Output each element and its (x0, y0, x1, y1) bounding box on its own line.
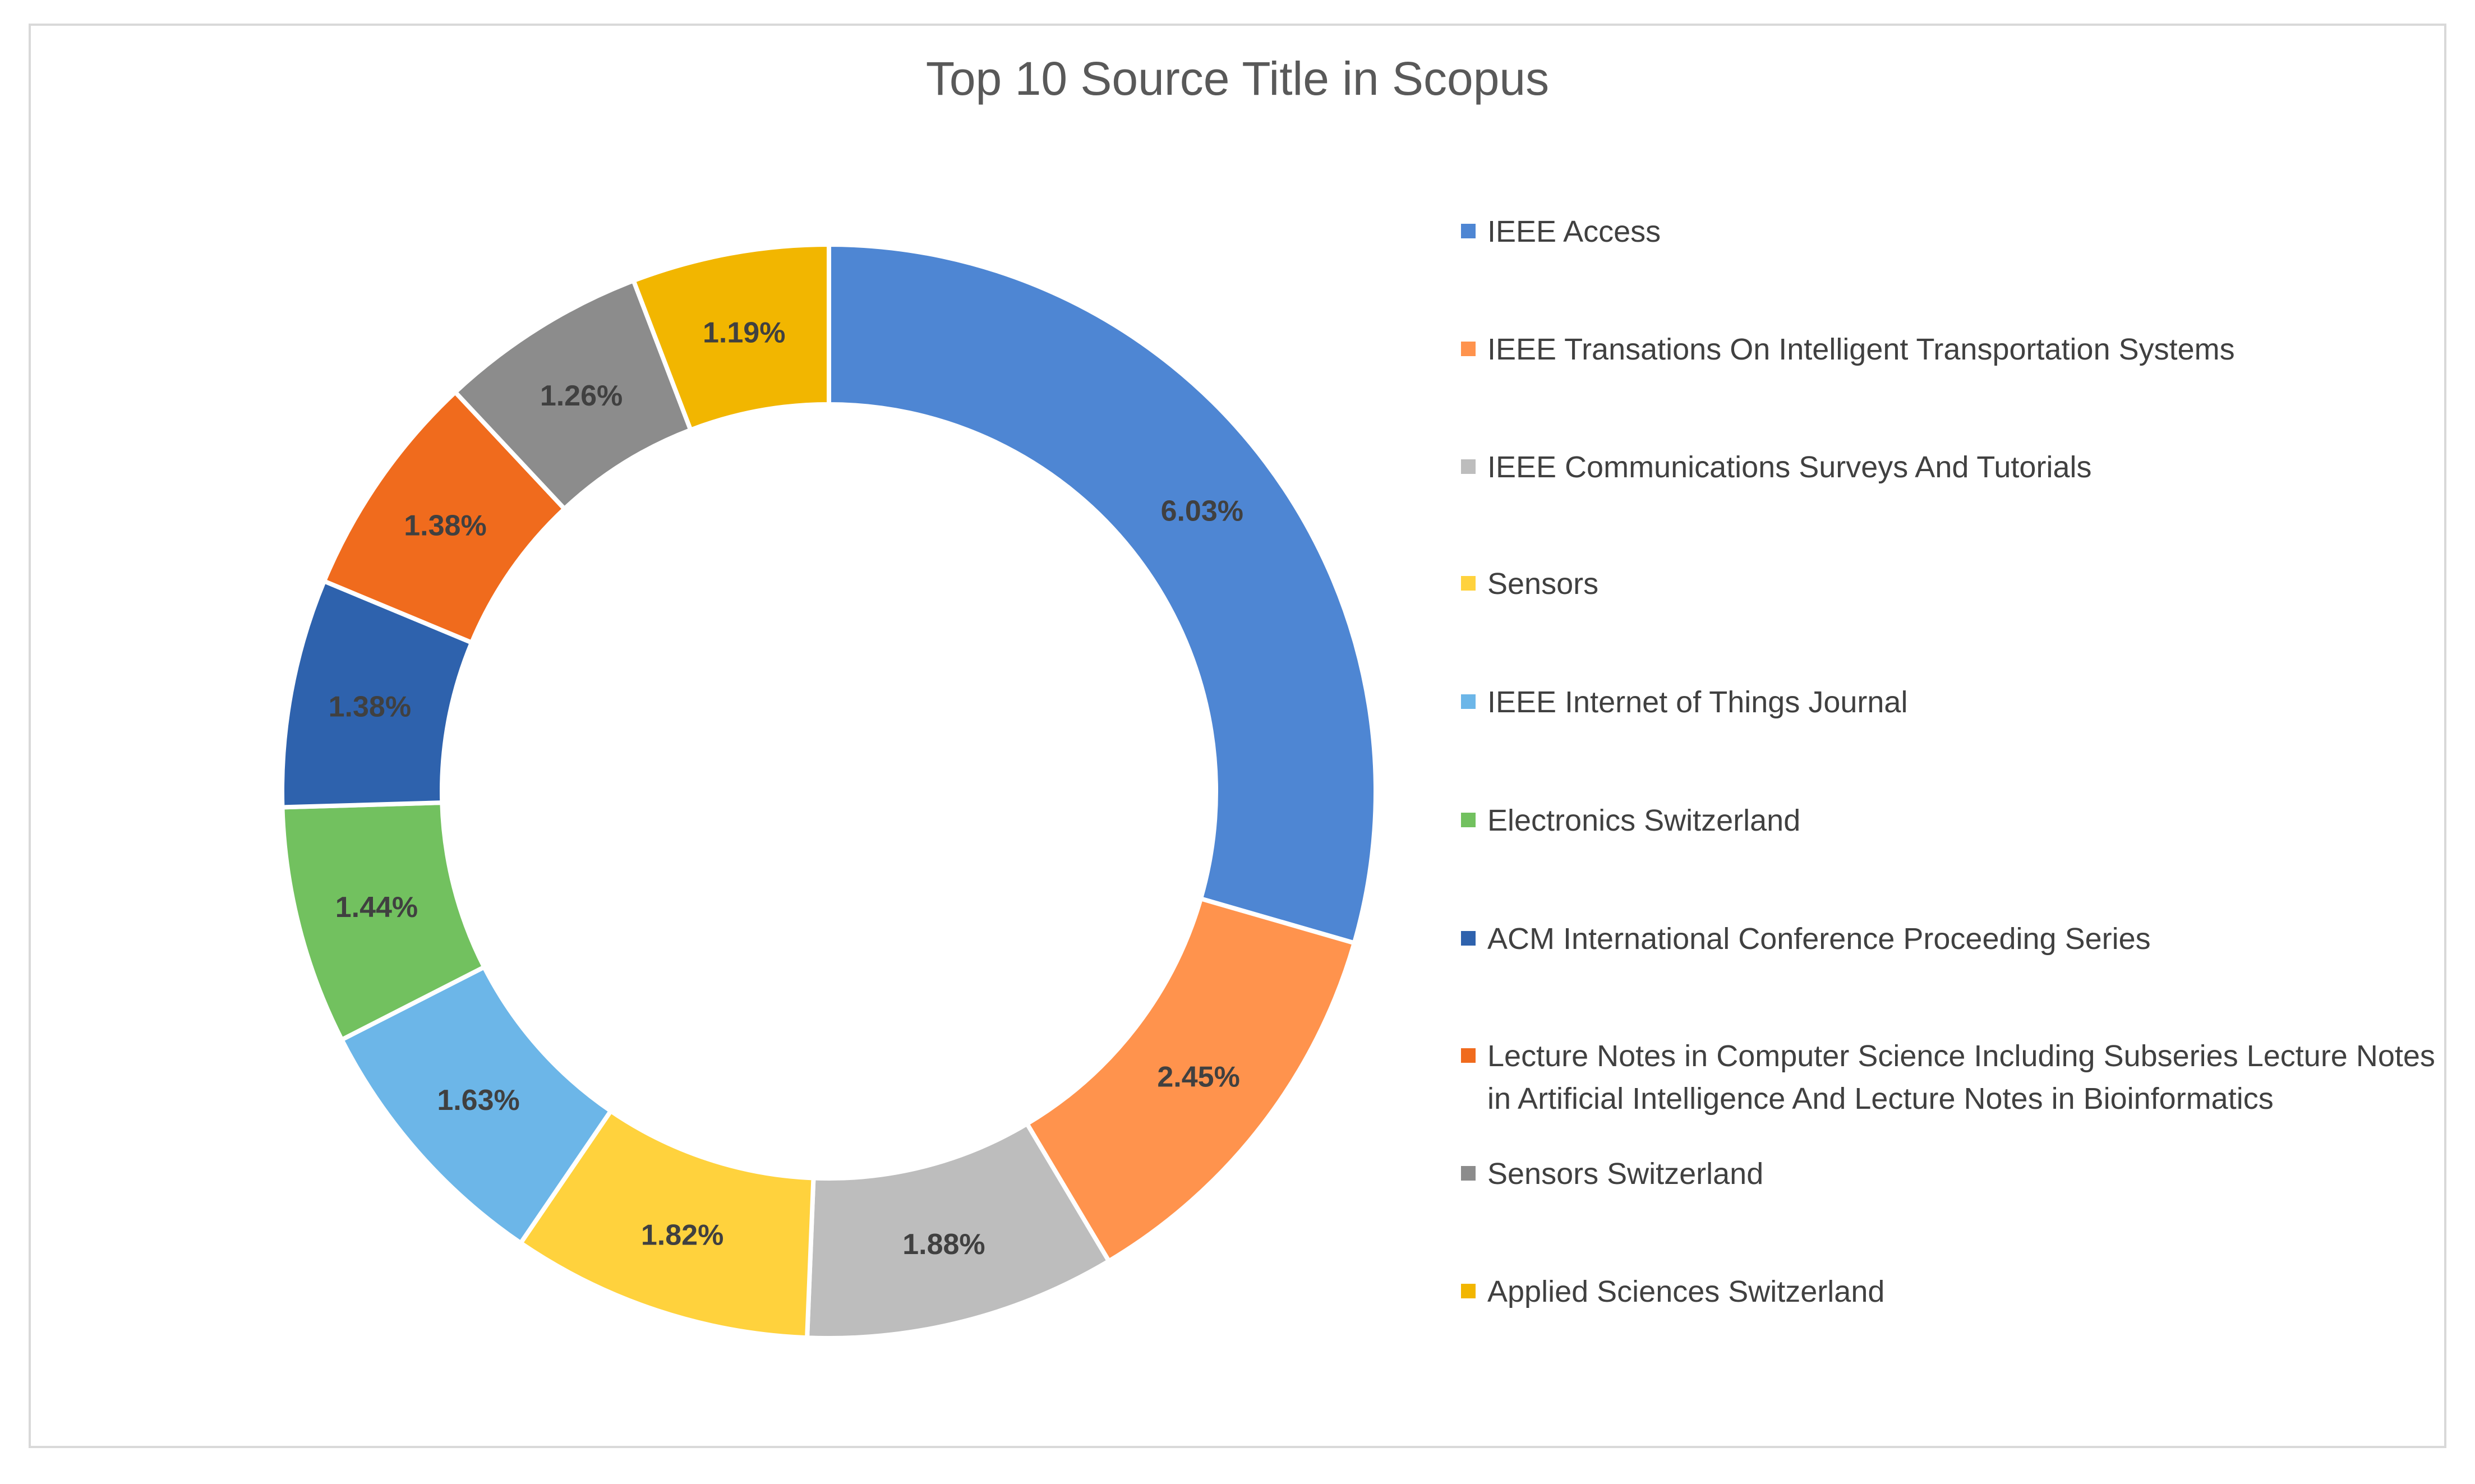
legend-swatch (1461, 1166, 1476, 1181)
legend-swatch (1461, 931, 1476, 946)
legend-swatch (1461, 1048, 1476, 1063)
donut-slice (630, 242, 831, 433)
legend-label: Lecture Notes in Computer Science Includ… (1487, 1039, 2435, 1116)
slice-data-label: 1.19% (703, 316, 785, 349)
legend-label: IEEE Internet of Things Journal (1487, 685, 1908, 719)
legend-item: Sensors Switzerland (1461, 1153, 2435, 1195)
legend-label: IEEE Access (1487, 215, 1661, 248)
legend-swatch (1461, 576, 1476, 591)
slice-data-label: 1.88% (902, 1228, 985, 1261)
slice-data-label: 1.44% (335, 891, 418, 924)
legend-swatch (1461, 813, 1476, 827)
legend-item: IEEE Internet of Things Journal (1461, 681, 2435, 723)
legend-swatch (1461, 694, 1476, 709)
legend-item: Lecture Notes in Computer Science Includ… (1461, 1035, 2435, 1120)
legend-label: IEEE Transations On Intelligent Transpor… (1487, 333, 2235, 366)
legend-item: IEEE Communications Surveys And Tutorial… (1461, 446, 2435, 488)
legend-label: ACM International Conference Proceeding … (1487, 922, 2151, 956)
slice-data-label: 1.38% (329, 691, 411, 723)
legend-item: Applied Sciences Switzerland (1461, 1270, 2435, 1313)
donut-slice (1024, 896, 1357, 1265)
legend-swatch (1461, 342, 1476, 356)
slice-data-label: 2.45% (1157, 1061, 1239, 1094)
legend-swatch (1461, 224, 1476, 238)
legend-label: Applied Sciences Switzerland (1487, 1275, 1885, 1308)
legend-label: Sensors (1487, 567, 1599, 601)
slice-data-label: 1.82% (641, 1219, 723, 1251)
legend-swatch (1461, 1284, 1476, 1298)
slice-data-label: 1.38% (404, 509, 486, 542)
donut-slice (827, 242, 1378, 946)
legend-label: Sensors Switzerland (1487, 1157, 1764, 1191)
slice-data-label: 1.63% (437, 1084, 519, 1117)
slice-data-label: 6.03% (1161, 495, 1243, 528)
chart-title: Top 10 Source Title in Scopus (925, 52, 1550, 105)
legend-item: Electronics Switzerland (1461, 799, 2435, 842)
legend-item: ACM International Conference Proceeding … (1461, 918, 2435, 960)
legend-item: IEEE Access (1461, 210, 2435, 253)
legend-label: IEEE Communications Surveys And Tutorial… (1487, 450, 2092, 484)
slice-data-label: 1.26% (540, 380, 623, 412)
legend-item: IEEE Transations On Intelligent Transpor… (1461, 328, 2435, 371)
legend-label: Electronics Switzerland (1487, 804, 1801, 837)
chart-legend: IEEE Access IEEE Transations On Intellige… (1461, 0, 2435, 1484)
legend-swatch (1461, 459, 1476, 474)
legend-item: Sensors (1461, 563, 2435, 605)
